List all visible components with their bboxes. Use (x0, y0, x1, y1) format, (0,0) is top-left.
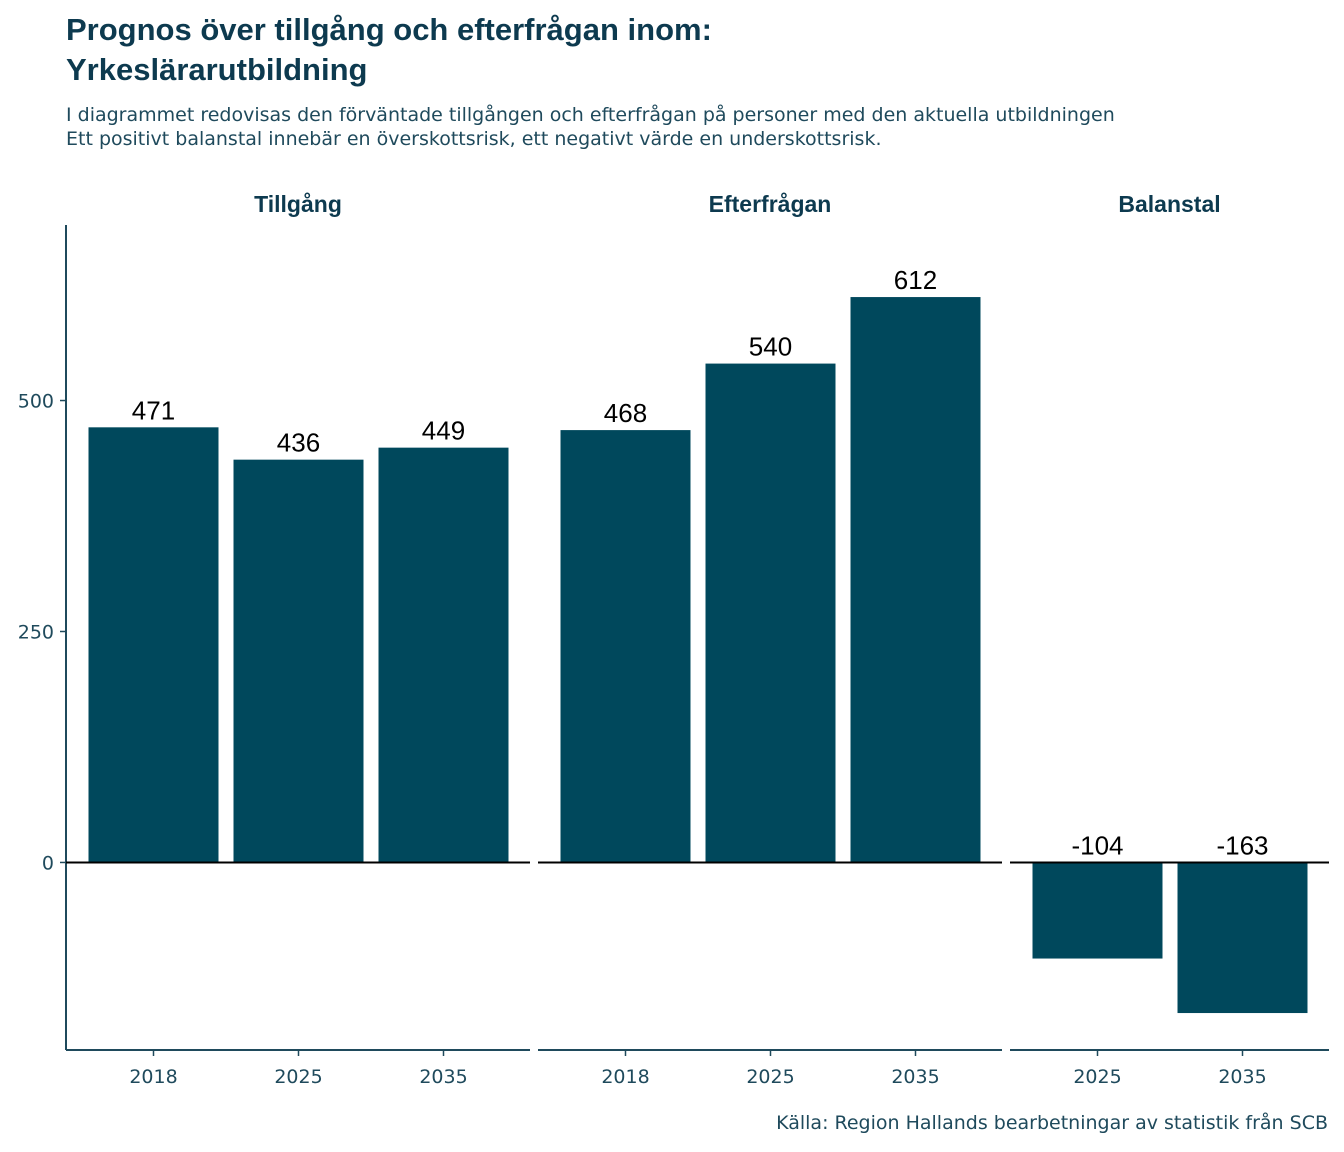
facet-label: Tillgång (254, 191, 342, 217)
bar (1032, 862, 1163, 959)
bar (705, 363, 836, 863)
bar (560, 430, 691, 863)
data-label: 449 (422, 416, 465, 446)
facet-label: Efterfrågan (709, 191, 832, 217)
x-tick-label: 2025 (1073, 1066, 1121, 1088)
chart-title: Prognos över tillgång och efterfrågan in… (66, 10, 1266, 90)
facet-label: Balanstal (1118, 191, 1220, 217)
data-label: -104 (1071, 830, 1123, 860)
data-label: 468 (604, 398, 647, 428)
chart-subtitle-line-1: I diagrammet redovisas den förväntade ti… (66, 104, 1115, 126)
bar (88, 427, 219, 863)
bar (378, 447, 509, 863)
bar (1177, 862, 1308, 1014)
y-tick-label: 500 (18, 391, 54, 413)
chart-subtitle: I diagrammet redovisas den förväntade ti… (66, 103, 1316, 151)
chart-caption: Källa: Region Hallands bearbetningar av … (776, 1112, 1328, 1134)
x-tick-label: 2018 (601, 1066, 649, 1088)
x-tick-label: 2035 (1218, 1066, 1266, 1088)
bar (850, 297, 981, 863)
data-label: 540 (749, 332, 792, 362)
bar (233, 459, 364, 863)
y-tick-label: 0 (42, 852, 54, 874)
data-label: 471 (132, 395, 175, 425)
data-label: 436 (277, 428, 320, 458)
x-tick-label: 2025 (746, 1066, 794, 1088)
data-label: 612 (894, 265, 937, 295)
x-tick-label: 2035 (891, 1066, 939, 1088)
y-tick-label: 250 (18, 621, 54, 643)
chart-title-line-1: Prognos över tillgång och efterfrågan in… (66, 12, 712, 47)
x-tick-label: 2018 (129, 1066, 177, 1088)
x-tick-label: 2025 (274, 1066, 322, 1088)
chart-title-line-2: Yrkeslärarutbildning (66, 52, 368, 87)
chart-subtitle-line-2: Ett positivt balanstal innebär en översk… (66, 128, 882, 150)
data-label: -163 (1216, 830, 1268, 860)
x-tick-label: 2035 (419, 1066, 467, 1088)
